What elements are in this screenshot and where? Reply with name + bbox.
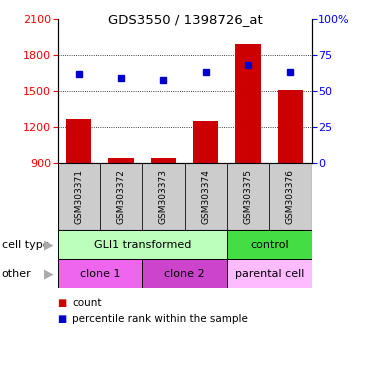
- Text: other: other: [2, 268, 32, 279]
- Bar: [58, 230, 227, 259]
- Text: ■: ■: [58, 314, 67, 324]
- Text: ■: ■: [58, 298, 67, 308]
- Bar: [66, 119, 91, 163]
- Bar: [227, 163, 269, 230]
- Bar: [227, 230, 312, 259]
- Text: GLI1 transformed: GLI1 transformed: [93, 240, 191, 250]
- Bar: [278, 90, 303, 163]
- Text: parental cell: parental cell: [234, 268, 304, 279]
- Text: ▶: ▶: [44, 267, 54, 280]
- Bar: [227, 259, 312, 288]
- Text: clone 2: clone 2: [164, 268, 205, 279]
- Bar: [142, 163, 185, 230]
- Text: percentile rank within the sample: percentile rank within the sample: [72, 314, 248, 324]
- Text: GDS3550 / 1398726_at: GDS3550 / 1398726_at: [108, 13, 263, 26]
- Text: ▶: ▶: [44, 238, 54, 251]
- Bar: [193, 121, 219, 163]
- Bar: [100, 163, 142, 230]
- Bar: [108, 158, 134, 163]
- Text: clone 1: clone 1: [80, 268, 120, 279]
- Bar: [236, 44, 261, 163]
- Text: control: control: [250, 240, 289, 250]
- Text: count: count: [72, 298, 102, 308]
- Bar: [185, 163, 227, 230]
- Bar: [58, 163, 100, 230]
- Text: GSM303372: GSM303372: [116, 169, 125, 224]
- Text: GSM303371: GSM303371: [74, 169, 83, 224]
- Text: GSM303373: GSM303373: [159, 169, 168, 224]
- Bar: [142, 259, 227, 288]
- Bar: [151, 158, 176, 163]
- Bar: [58, 259, 142, 288]
- Text: GSM303374: GSM303374: [201, 169, 210, 224]
- Text: GSM303376: GSM303376: [286, 169, 295, 224]
- Text: cell type: cell type: [2, 240, 49, 250]
- Bar: [269, 163, 312, 230]
- Text: GSM303375: GSM303375: [244, 169, 253, 224]
